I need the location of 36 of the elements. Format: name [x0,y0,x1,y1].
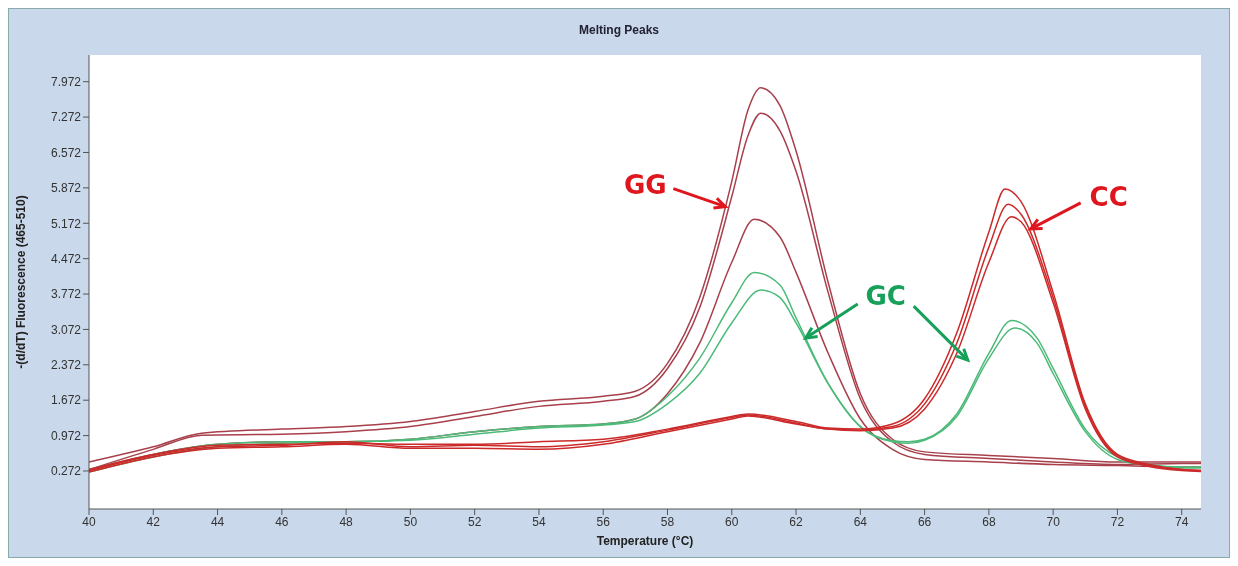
x-tick-label: 48 [339,514,354,529]
y-tick-label: 3.072 [50,322,82,337]
y-tick-label: 0.972 [50,428,82,443]
y-tick-label: 7.272 [50,110,82,125]
x-tick-label: 68 [982,514,996,529]
x-tick-label: 60 [725,514,739,529]
x-tick-label: 56 [596,514,611,529]
y-tick-label: 6.572 [50,145,82,160]
x-tick-label: 70 [1046,514,1061,529]
y-tick-label: 5.172 [50,216,82,231]
chart-title: Melting Peaks [578,23,660,37]
x-tick-label: 46 [275,514,289,529]
x-tick-label: 72 [1110,514,1125,529]
x-tick-label: 74 [1175,514,1189,529]
y-tick-label: 5.872 [50,181,82,196]
x-tick-label: 52 [467,514,482,529]
y-tick-label: 1.672 [50,393,82,408]
annotation: CC [1089,181,1128,212]
annotation: GG [624,169,667,200]
x-tick-label: 42 [146,514,161,529]
annotation: GC [865,281,906,312]
x-tick-label: 64 [853,514,868,529]
y-tick-label: 3.772 [50,287,82,302]
x-tick-label: 66 [917,514,932,529]
x-tick-label: 54 [532,514,546,529]
x-tick-label: 58 [660,514,675,529]
x-tick-label: 40 [82,514,96,529]
x-tick-label: 44 [210,514,225,529]
y-tick-label: 2.372 [50,358,82,373]
x-tick-label: 62 [789,514,804,529]
y-tick-label: 7.972 [50,74,82,89]
x-axis-title: Temperature (°C) [596,534,694,548]
y-axis-title: -(d/dT) Fluorescence (465-510) [14,195,29,369]
y-tick-label: 4.472 [50,251,82,266]
x-tick-label: 50 [403,514,418,529]
y-tick-label: 0.272 [50,464,82,479]
